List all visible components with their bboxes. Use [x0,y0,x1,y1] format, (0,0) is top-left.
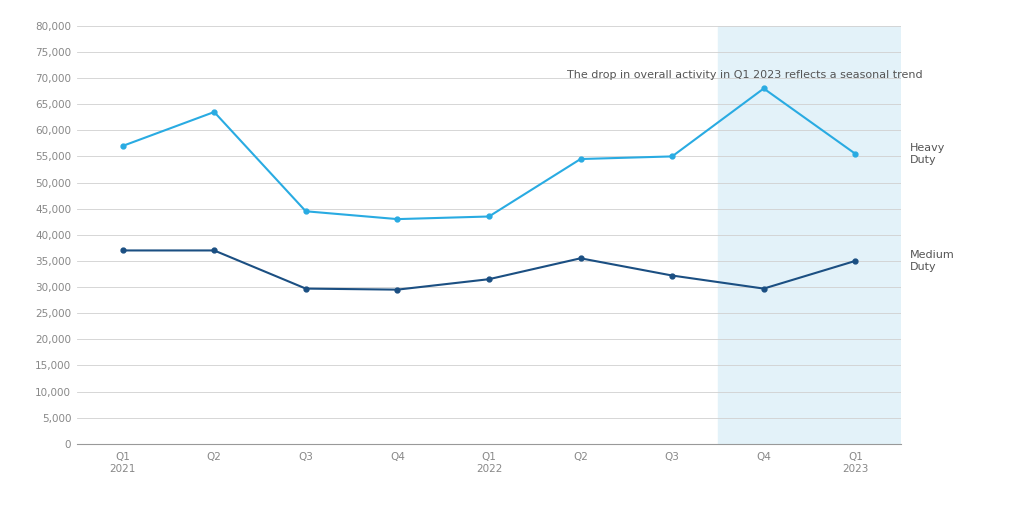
Text: The drop in overall activity in Q1 2023 reflects a seasonal trend: The drop in overall activity in Q1 2023 … [567,70,923,80]
Text: Heavy
Duty: Heavy Duty [910,143,945,165]
Text: Medium
Duty: Medium Duty [910,250,955,272]
Bar [718,26,901,444]
